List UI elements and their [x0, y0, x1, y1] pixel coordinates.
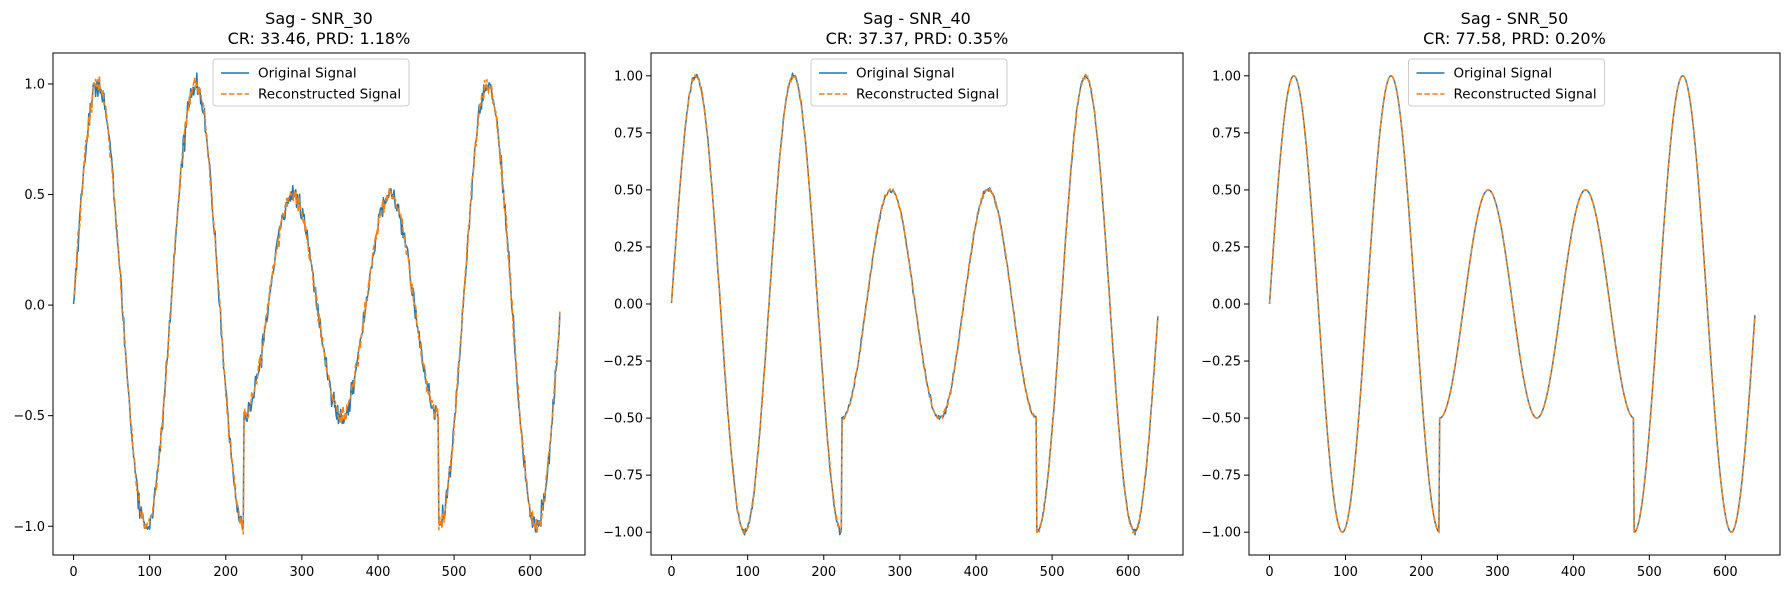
x-tick-label: 100 [137, 565, 162, 580]
y-tick-label: 0.25 [614, 240, 643, 255]
series-line-original-signal [72, 72, 561, 533]
series-line-reconstructed-signal [72, 75, 561, 535]
x-tick-label: 600 [1116, 565, 1141, 580]
x-tick-label: 500 [442, 565, 467, 580]
y-tick-label: 0.5 [24, 188, 45, 203]
x-tick-label: 300 [289, 565, 314, 580]
x-tick-label: 400 [964, 565, 989, 580]
legend-box [1408, 58, 1605, 107]
y-tick-label: 0.75 [1212, 126, 1241, 141]
y-tick-label: −0.5 [13, 409, 45, 424]
x-tick-label: 200 [1409, 565, 1434, 580]
series-line-reconstructed-signal [670, 73, 1159, 535]
y-tick-label: 0.0 [24, 299, 45, 314]
y-tick-label: −0.50 [1201, 412, 1241, 427]
y-tick-label: −1.00 [603, 526, 643, 541]
chart-title: Sag - SNR_50 [1461, 9, 1569, 29]
legend-label-reconstructed: Reconstructed Signal [856, 87, 999, 103]
x-tick-label: 100 [735, 565, 760, 580]
legend-label-original: Original Signal [1454, 66, 1553, 82]
plot-area [670, 72, 1159, 536]
x-tick-label: 500 [1637, 565, 1662, 580]
legend-box [212, 58, 410, 107]
y-tick-label: −0.50 [603, 412, 643, 427]
y-tick-label: 1.00 [1212, 69, 1241, 84]
y-tick-label: 0.50 [614, 183, 643, 198]
chart-subtitle: CR: 37.37, PRD: 0.35% [826, 29, 1009, 48]
y-tick-label: 0.00 [614, 298, 643, 313]
x-tick-label: 200 [811, 565, 836, 580]
y-tick-label: −1.0 [13, 520, 45, 535]
y-tick-label: 0.25 [1212, 240, 1241, 255]
x-tick-label: 0 [69, 565, 77, 580]
x-tick-label: 300 [1485, 565, 1510, 580]
x-tick-label: 600 [518, 565, 543, 580]
plot-area [72, 72, 561, 535]
axes-frame [1248, 52, 1781, 556]
chart-title: Sag - SNR_40 [863, 9, 971, 29]
y-tick-label: 1.0 [24, 77, 45, 92]
legend-label-reconstructed: Reconstructed Signal [258, 87, 401, 103]
x-tick-label: 400 [366, 565, 391, 580]
legend-label-reconstructed: Reconstructed Signal [1454, 87, 1597, 103]
x-tick-label: 200 [213, 565, 238, 580]
chart-title: Sag - SNR_30 [265, 9, 373, 29]
y-tick-label: −0.75 [603, 469, 643, 484]
legend-label-original: Original Signal [856, 66, 955, 82]
legend: Original Signal Reconstructed Signal [1408, 58, 1605, 107]
x-tick-label: 300 [887, 565, 912, 580]
y-tick-label: 0.00 [1212, 298, 1241, 313]
legend: Original Signal Reconstructed Signal [212, 58, 410, 107]
y-tick-label: −0.25 [1201, 355, 1241, 370]
y-tick-label: 0.75 [614, 126, 643, 141]
y-tick-label: −0.25 [603, 355, 643, 370]
axes-frame [650, 52, 1184, 556]
y-tick-label: 1.00 [614, 69, 643, 84]
plot-area [1268, 75, 1756, 534]
x-tick-label: 400 [1561, 565, 1586, 580]
y-tick-label: −0.75 [1201, 469, 1241, 484]
axes-frame [52, 52, 586, 556]
x-tick-label: 0 [667, 565, 675, 580]
legend-label-original: Original Signal [258, 66, 357, 82]
legend-box [810, 58, 1008, 107]
x-tick-label: 500 [1040, 565, 1065, 580]
series-line-reconstructed-signal [1268, 75, 1756, 534]
x-tick-label: 0 [1265, 565, 1273, 580]
y-tick-label: −1.00 [1201, 526, 1241, 541]
y-tick-label: 0.50 [1212, 183, 1241, 198]
legend: Original Signal Reconstructed Signal [810, 58, 1008, 107]
x-tick-label: 600 [1713, 565, 1738, 580]
x-tick-label: 100 [1333, 565, 1358, 580]
chart-subtitle: CR: 33.46, PRD: 1.18% [228, 29, 411, 48]
chart-subtitle: CR: 77.58, PRD: 0.20% [1423, 29, 1606, 48]
